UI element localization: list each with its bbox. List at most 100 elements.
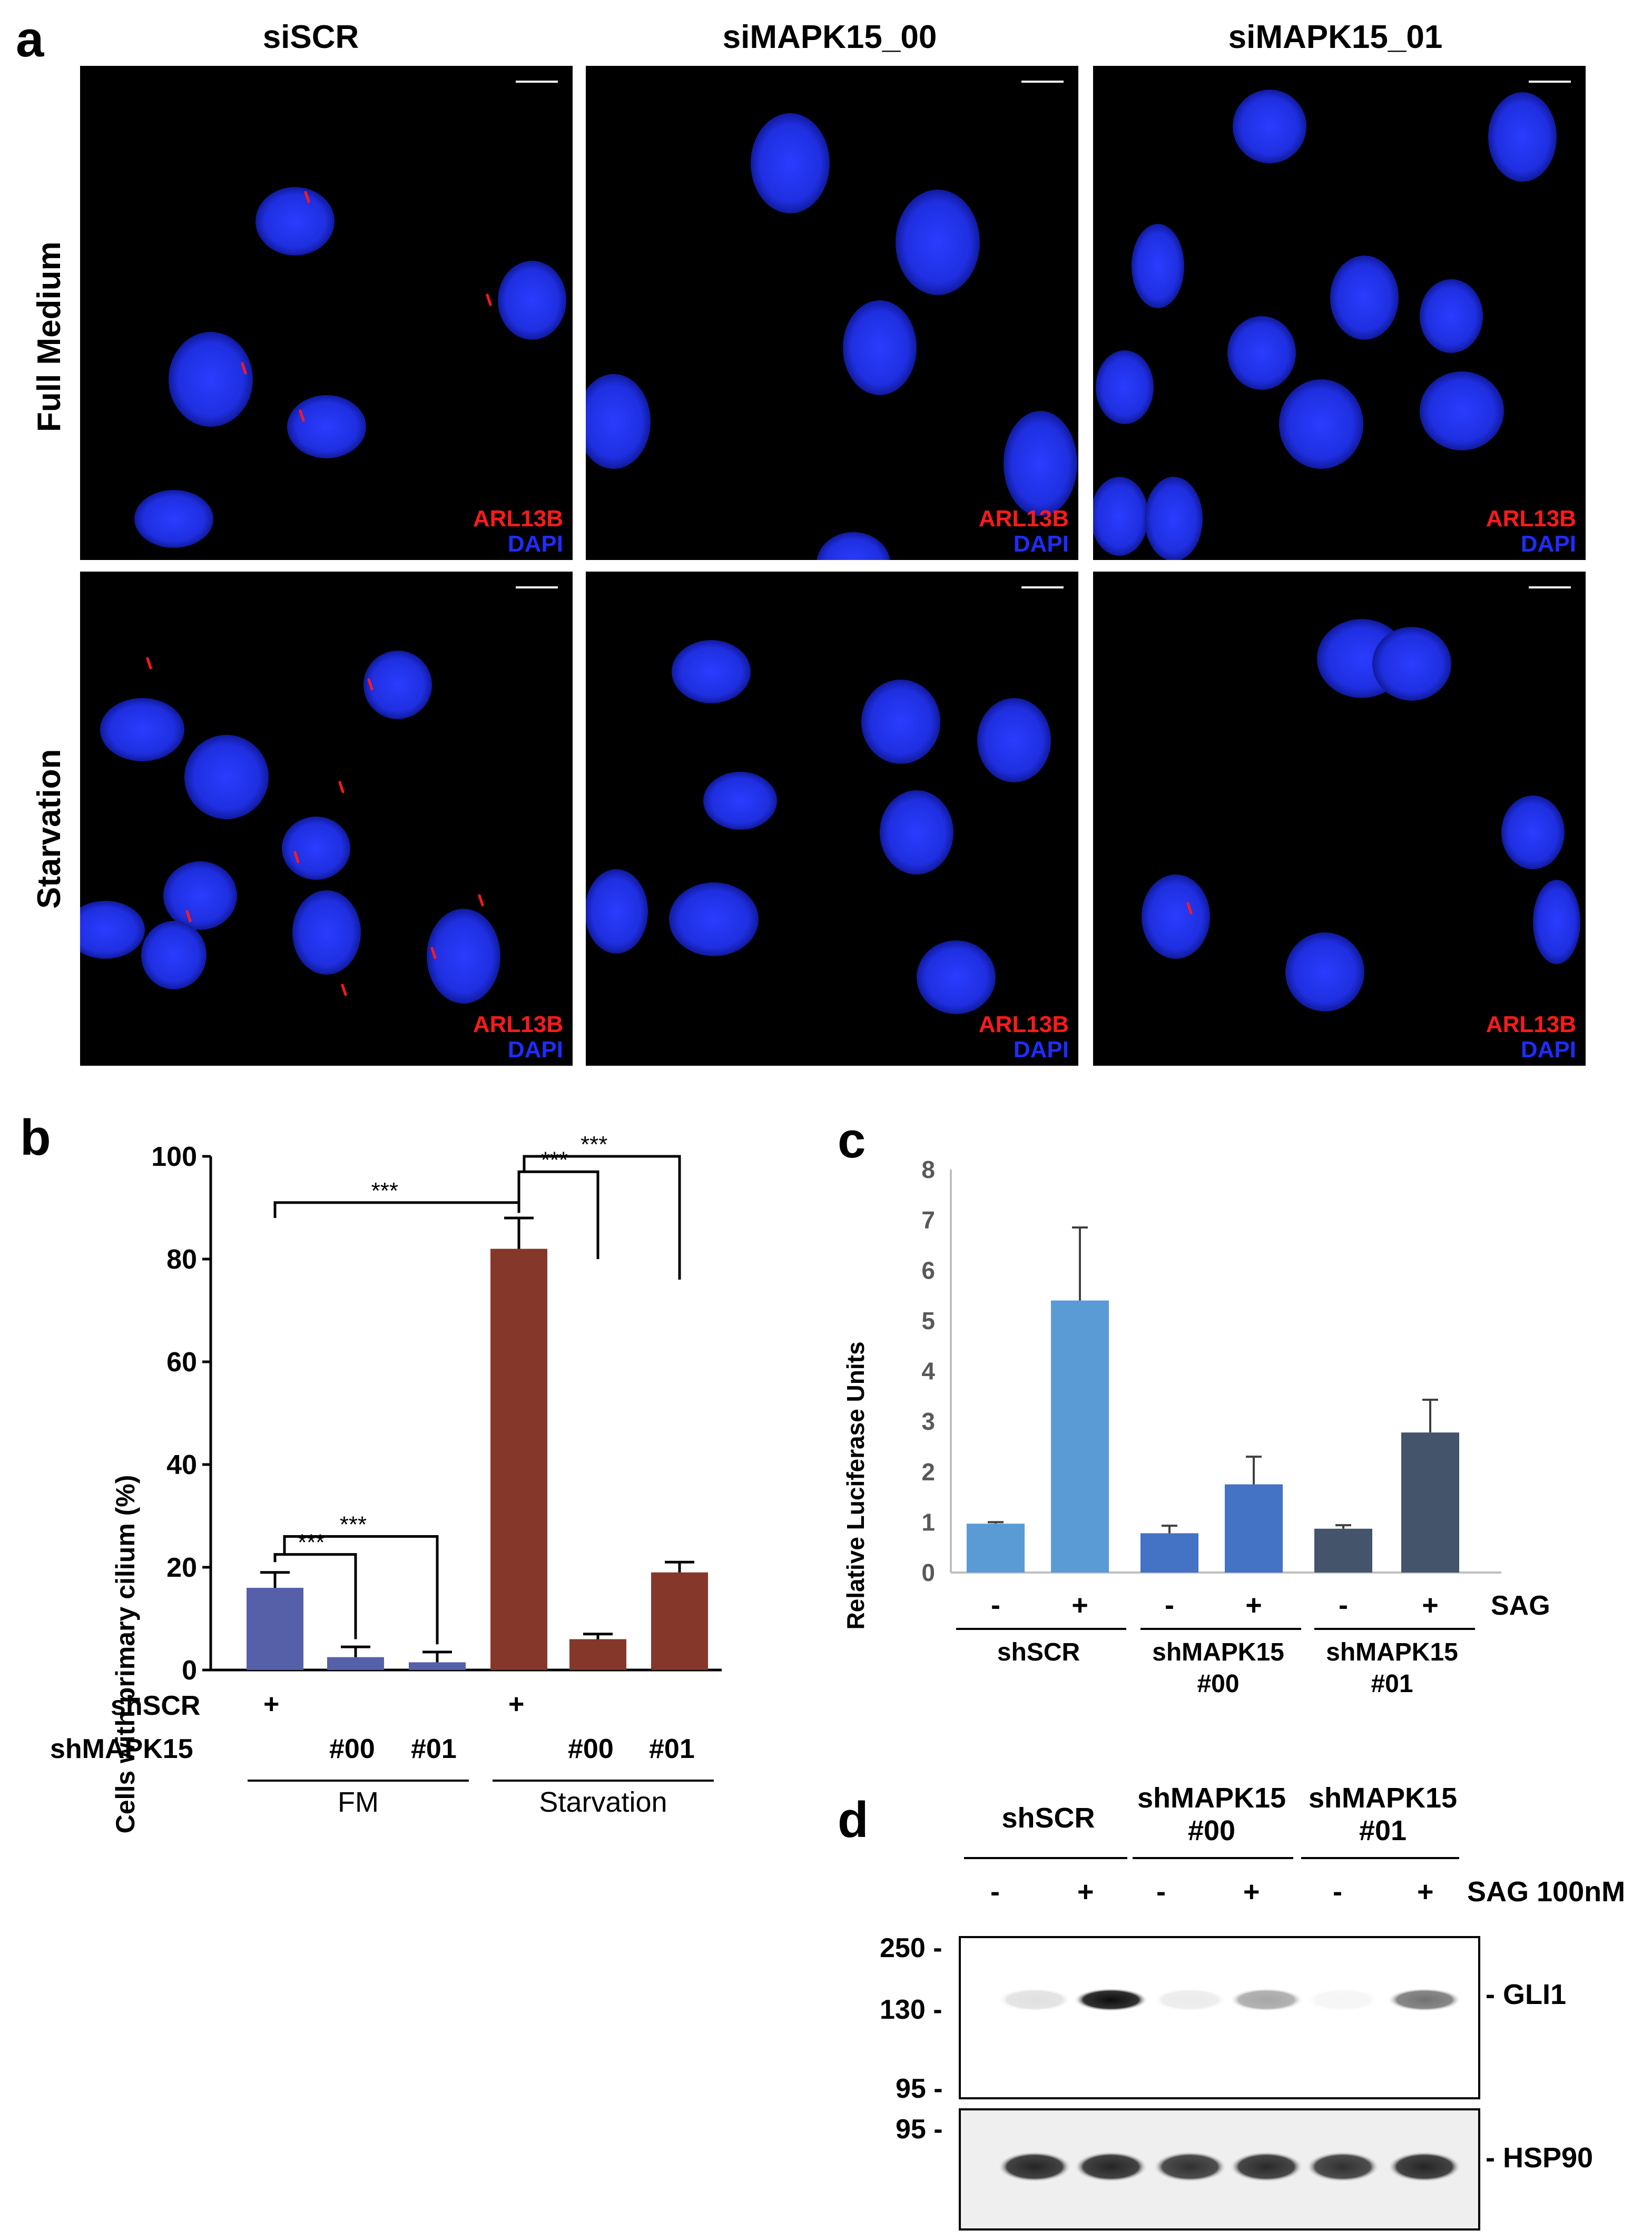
d-sign-4: + — [1243, 1876, 1260, 1908]
row-title-starvation: Starvation — [31, 749, 67, 909]
micrograph-svg — [134, 187, 566, 548]
dapi-nucleus — [1132, 224, 1184, 308]
micrograph-legend: ARL13B DAPI — [979, 1012, 1069, 1063]
b-y-tick-label: 0 — [182, 1655, 197, 1686]
c-sag-sign: - — [1165, 1589, 1174, 1621]
c-y-tick-label: 5 — [921, 1307, 935, 1334]
dapi-nucleus — [169, 332, 253, 427]
dapi-nucleus — [1093, 477, 1148, 556]
y-axis-title-c: Relative Luciferase Units — [842, 1341, 869, 1629]
micrograph-fm-siscr: ARL13B DAPI — [80, 66, 573, 560]
significance-stars: *** — [340, 1512, 367, 1538]
micrograph-svg — [586, 640, 1051, 1014]
arl13b-cilium — [185, 910, 192, 922]
c-y-tick-label: 8 — [921, 1156, 935, 1183]
c-group-label: #00 — [1197, 1670, 1239, 1698]
b-lane-starv-01: #01 — [649, 1734, 695, 1764]
c-y-tick-label: 7 — [921, 1206, 935, 1234]
b-y-tick-label: 100 — [151, 1142, 197, 1172]
b-lane-fm-01: #01 — [411, 1734, 457, 1764]
d-band-label-hsp90: - HSP90 — [1486, 2142, 1594, 2174]
gli1-band — [1388, 1988, 1461, 2011]
b-bar — [409, 1662, 466, 1670]
c-y-tick-label: 6 — [921, 1256, 935, 1284]
b-lane-fm-00: #00 — [329, 1734, 375, 1764]
micrograph-legend: ARL13B DAPI — [473, 506, 563, 557]
dapi-nucleus — [1279, 379, 1363, 469]
c-bar — [1051, 1300, 1109, 1573]
arl13b-cilium — [486, 293, 492, 306]
dapi-nucleus — [282, 817, 350, 880]
arl13b-cilium — [478, 894, 484, 907]
d-group-shscr: shSCR — [1001, 1802, 1095, 1834]
micrograph-svg — [1142, 619, 1580, 1011]
gli1-band — [1230, 1988, 1303, 2011]
micrograph-starv-simapk15-01: ARL13B DAPI — [1093, 572, 1586, 1066]
b-shscr-row-label: shSCR — [111, 1691, 201, 1721]
c-sag-sign: - — [991, 1589, 1000, 1621]
legend-dapi: DAPI — [1520, 1037, 1576, 1063]
b-plus-starv-shscr: + — [508, 1689, 525, 1720]
b-group-underline-starvation — [493, 1780, 714, 1782]
significance-stars: *** — [298, 1530, 324, 1556]
b-bar — [569, 1639, 626, 1670]
c-sag-label: SAG — [1491, 1590, 1550, 1621]
panel-c-chart: Relative Luciferase Units 0 1 2 3 4 5 6 7 8 - + - + -… — [842, 1156, 1550, 1698]
d-sign-3: - — [1156, 1876, 1166, 1908]
gli1-band — [1074, 1988, 1148, 2011]
b-bar — [651, 1572, 708, 1670]
legend-dapi: DAPI — [1013, 531, 1069, 557]
c-sag-sign: + — [1422, 1589, 1439, 1621]
arl13b-cilium — [304, 191, 310, 203]
dapi-nucleus — [1004, 411, 1077, 516]
arl13b-cilium — [293, 851, 300, 863]
dapi-nucleus — [292, 890, 361, 975]
dapi-nucleus — [134, 490, 213, 548]
b-plus-fm-shscr: + — [263, 1689, 280, 1720]
d-sign-6: + — [1417, 1876, 1434, 1908]
column-title-simapk15-01: siMAPK15_01 — [1228, 19, 1443, 55]
dapi-nucleus — [669, 882, 759, 956]
panel-a-label: a — [16, 11, 44, 67]
d-mw-250: 250 - — [880, 1933, 942, 1963]
d-blot-hsp90 — [959, 2108, 1480, 2231]
bracket-fm-vs-starv — [273, 1201, 520, 1218]
c-y-tick-label: 2 — [921, 1458, 935, 1486]
b-bar — [247, 1588, 303, 1670]
arl13b-cilium — [338, 781, 345, 793]
micrograph-fm-simapk15-00: ARL13B DAPI — [586, 66, 1078, 560]
dapi-nucleus — [1488, 92, 1557, 182]
d-group-shmapk15-01: shMAPK15 #01 — [1308, 1782, 1458, 1846]
d-mw-130: 130 - — [880, 1995, 942, 2025]
legend-arl13b: ARL13B — [978, 1011, 1069, 1037]
gli1-band-svg — [998, 1988, 1461, 2011]
legend-arl13b: ARL13B — [473, 506, 563, 532]
c-group-label: #01 — [1371, 1670, 1413, 1698]
c-group-label: shMAPK15 — [1152, 1638, 1284, 1666]
dapi-nucleus — [1285, 932, 1364, 1011]
legend-dapi: DAPI — [1013, 1037, 1069, 1063]
hsp90-band — [1074, 2151, 1148, 2182]
b-y-tick-label: 20 — [166, 1553, 197, 1583]
dapi-nucleus — [672, 640, 751, 703]
d-blot-gli1 — [959, 1936, 1480, 2099]
dapi-nucleus — [977, 698, 1051, 782]
micrograph-starv-siscr: ARL13B DAPI — [80, 572, 573, 1066]
gli1-band — [1306, 1988, 1380, 2011]
dapi-nucleus — [1096, 350, 1154, 424]
dapi-nucleus — [163, 861, 237, 930]
dapi-nucleus — [1420, 371, 1504, 450]
micrograph-legend: ARL13B DAPI — [1486, 1012, 1576, 1063]
bracket-fm-01 — [283, 1535, 439, 1645]
legend-dapi: DAPI — [507, 531, 563, 557]
c-y-tick-label: 4 — [921, 1358, 935, 1385]
dapi-nucleus — [917, 940, 996, 1014]
dapi-nucleus — [1142, 875, 1210, 959]
hsp90-band — [1306, 2151, 1380, 2182]
micrograph-svg — [80, 651, 500, 1004]
dapi-nucleus — [255, 187, 335, 256]
scale-bar — [1021, 586, 1064, 588]
dapi-nucleus — [703, 772, 777, 830]
dapi-nucleus — [141, 921, 206, 989]
arl13b-cilium — [367, 678, 373, 691]
